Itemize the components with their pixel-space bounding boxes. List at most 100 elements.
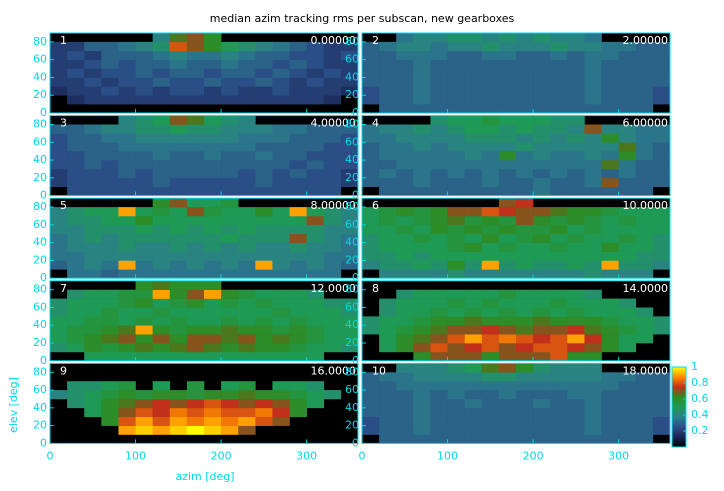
heatmap-cell	[550, 124, 568, 134]
heatmap-cell	[152, 269, 171, 279]
heatmap-cell	[516, 325, 534, 335]
heatmap-cell	[447, 104, 465, 114]
heatmap-cell	[516, 434, 534, 444]
heatmap-cell	[652, 398, 671, 409]
y-tick-label: 40	[33, 318, 47, 331]
heatmap-cell	[221, 77, 239, 87]
heatmap-cell	[306, 41, 325, 52]
heatmap-cell	[379, 207, 397, 217]
heatmap-cell	[550, 260, 568, 270]
heatmap-cell	[396, 95, 414, 105]
heatmap-cell	[50, 68, 68, 78]
colorbar-tick-label: 0.4	[691, 408, 709, 421]
heatmap-cell	[289, 50, 307, 60]
heatmap-cell	[533, 177, 551, 188]
heatmap-cell	[413, 269, 431, 279]
panel-frame	[361, 197, 671, 279]
heatmap-cell	[50, 133, 68, 143]
heatmap-cell	[447, 33, 465, 43]
heatmap-cell	[464, 124, 483, 134]
heatmap-cell	[84, 307, 102, 317]
heatmap-cell	[567, 434, 585, 444]
heatmap-cell	[169, 95, 188, 105]
y-tick-label: 0	[40, 354, 47, 367]
heatmap-cell	[567, 251, 585, 261]
panel-annotation: 2.00000	[623, 34, 669, 47]
heatmap-cell	[204, 260, 222, 270]
heatmap-cell	[447, 269, 465, 279]
heatmap-cell	[379, 260, 397, 270]
heatmap-cell	[567, 50, 585, 60]
heatmap-cell	[362, 151, 380, 161]
heatmap-cell	[118, 207, 136, 217]
heatmap-cell	[204, 390, 222, 400]
heatmap-cell	[584, 124, 602, 134]
heatmap-cell	[152, 151, 171, 161]
heatmap-cell	[306, 151, 325, 161]
heatmap-cell	[118, 307, 136, 317]
heatmap-cell	[323, 50, 342, 60]
heatmap-cell	[204, 86, 222, 96]
heatmap-cell	[255, 215, 273, 226]
heatmap-cell	[464, 407, 483, 418]
heatmap-cell	[481, 398, 500, 409]
heatmap-cell	[464, 151, 483, 161]
heatmap-cell	[550, 177, 568, 188]
heatmap-cell	[118, 416, 136, 426]
heatmap-cell	[379, 334, 397, 344]
heatmap-cell	[323, 168, 342, 179]
heatmap-cell	[255, 251, 273, 261]
heatmap-cell	[84, 390, 102, 400]
heatmap-cell	[306, 351, 325, 362]
heatmap-cell	[152, 115, 171, 125]
heatmap-cell	[67, 334, 85, 344]
heatmap-cell	[430, 381, 448, 391]
heatmap-cell	[567, 95, 585, 105]
heatmap-cell	[169, 316, 188, 326]
heatmap-cell	[601, 242, 619, 252]
heatmap-cell	[379, 77, 397, 87]
heatmap-cell	[152, 186, 171, 196]
heatmap-cell	[152, 334, 171, 344]
heatmap-cell	[533, 68, 551, 78]
heatmap-cell	[430, 372, 448, 382]
heatmap-cell	[379, 381, 397, 391]
heatmap-cell	[533, 372, 551, 382]
heatmap-cell	[635, 104, 654, 114]
heatmap-cell	[567, 381, 585, 391]
heatmap-cell	[323, 325, 342, 335]
heatmap-cell	[152, 233, 171, 243]
heatmap-cell	[169, 224, 188, 235]
panel-label: 7	[60, 282, 67, 295]
heatmap-cell	[67, 260, 85, 270]
heatmap-cell	[238, 425, 256, 435]
heatmap-cell	[379, 215, 397, 226]
heatmap-cell	[67, 242, 85, 252]
heatmap-cell	[516, 33, 534, 43]
y-tick-label: 80	[33, 283, 47, 296]
heatmap-cell	[413, 407, 431, 418]
heatmap-cell	[652, 425, 671, 435]
heatmap-cell	[135, 160, 153, 170]
heatmap-cell	[67, 215, 85, 226]
y-tick-label: 60	[33, 135, 47, 148]
heatmap-cell	[379, 104, 397, 114]
heatmap-cell	[221, 50, 239, 60]
heatmap-cell	[289, 186, 307, 196]
heatmap-cell	[498, 434, 517, 444]
heatmap-cell	[272, 407, 290, 418]
heatmap-cell	[238, 251, 256, 261]
heatmap-cell	[396, 289, 414, 299]
panel-frame	[49, 280, 359, 362]
heatmap-cell	[67, 77, 85, 87]
y-tick-label: 20	[345, 171, 359, 184]
heatmap-cell	[221, 398, 239, 409]
heatmap-cell	[652, 416, 671, 426]
heatmap-cell	[601, 224, 619, 235]
heatmap-cell	[430, 168, 448, 179]
heatmap-cell	[584, 59, 602, 69]
heatmap-cell	[362, 260, 380, 270]
heatmap-cell	[618, 224, 637, 235]
heatmap-cell	[186, 95, 205, 105]
